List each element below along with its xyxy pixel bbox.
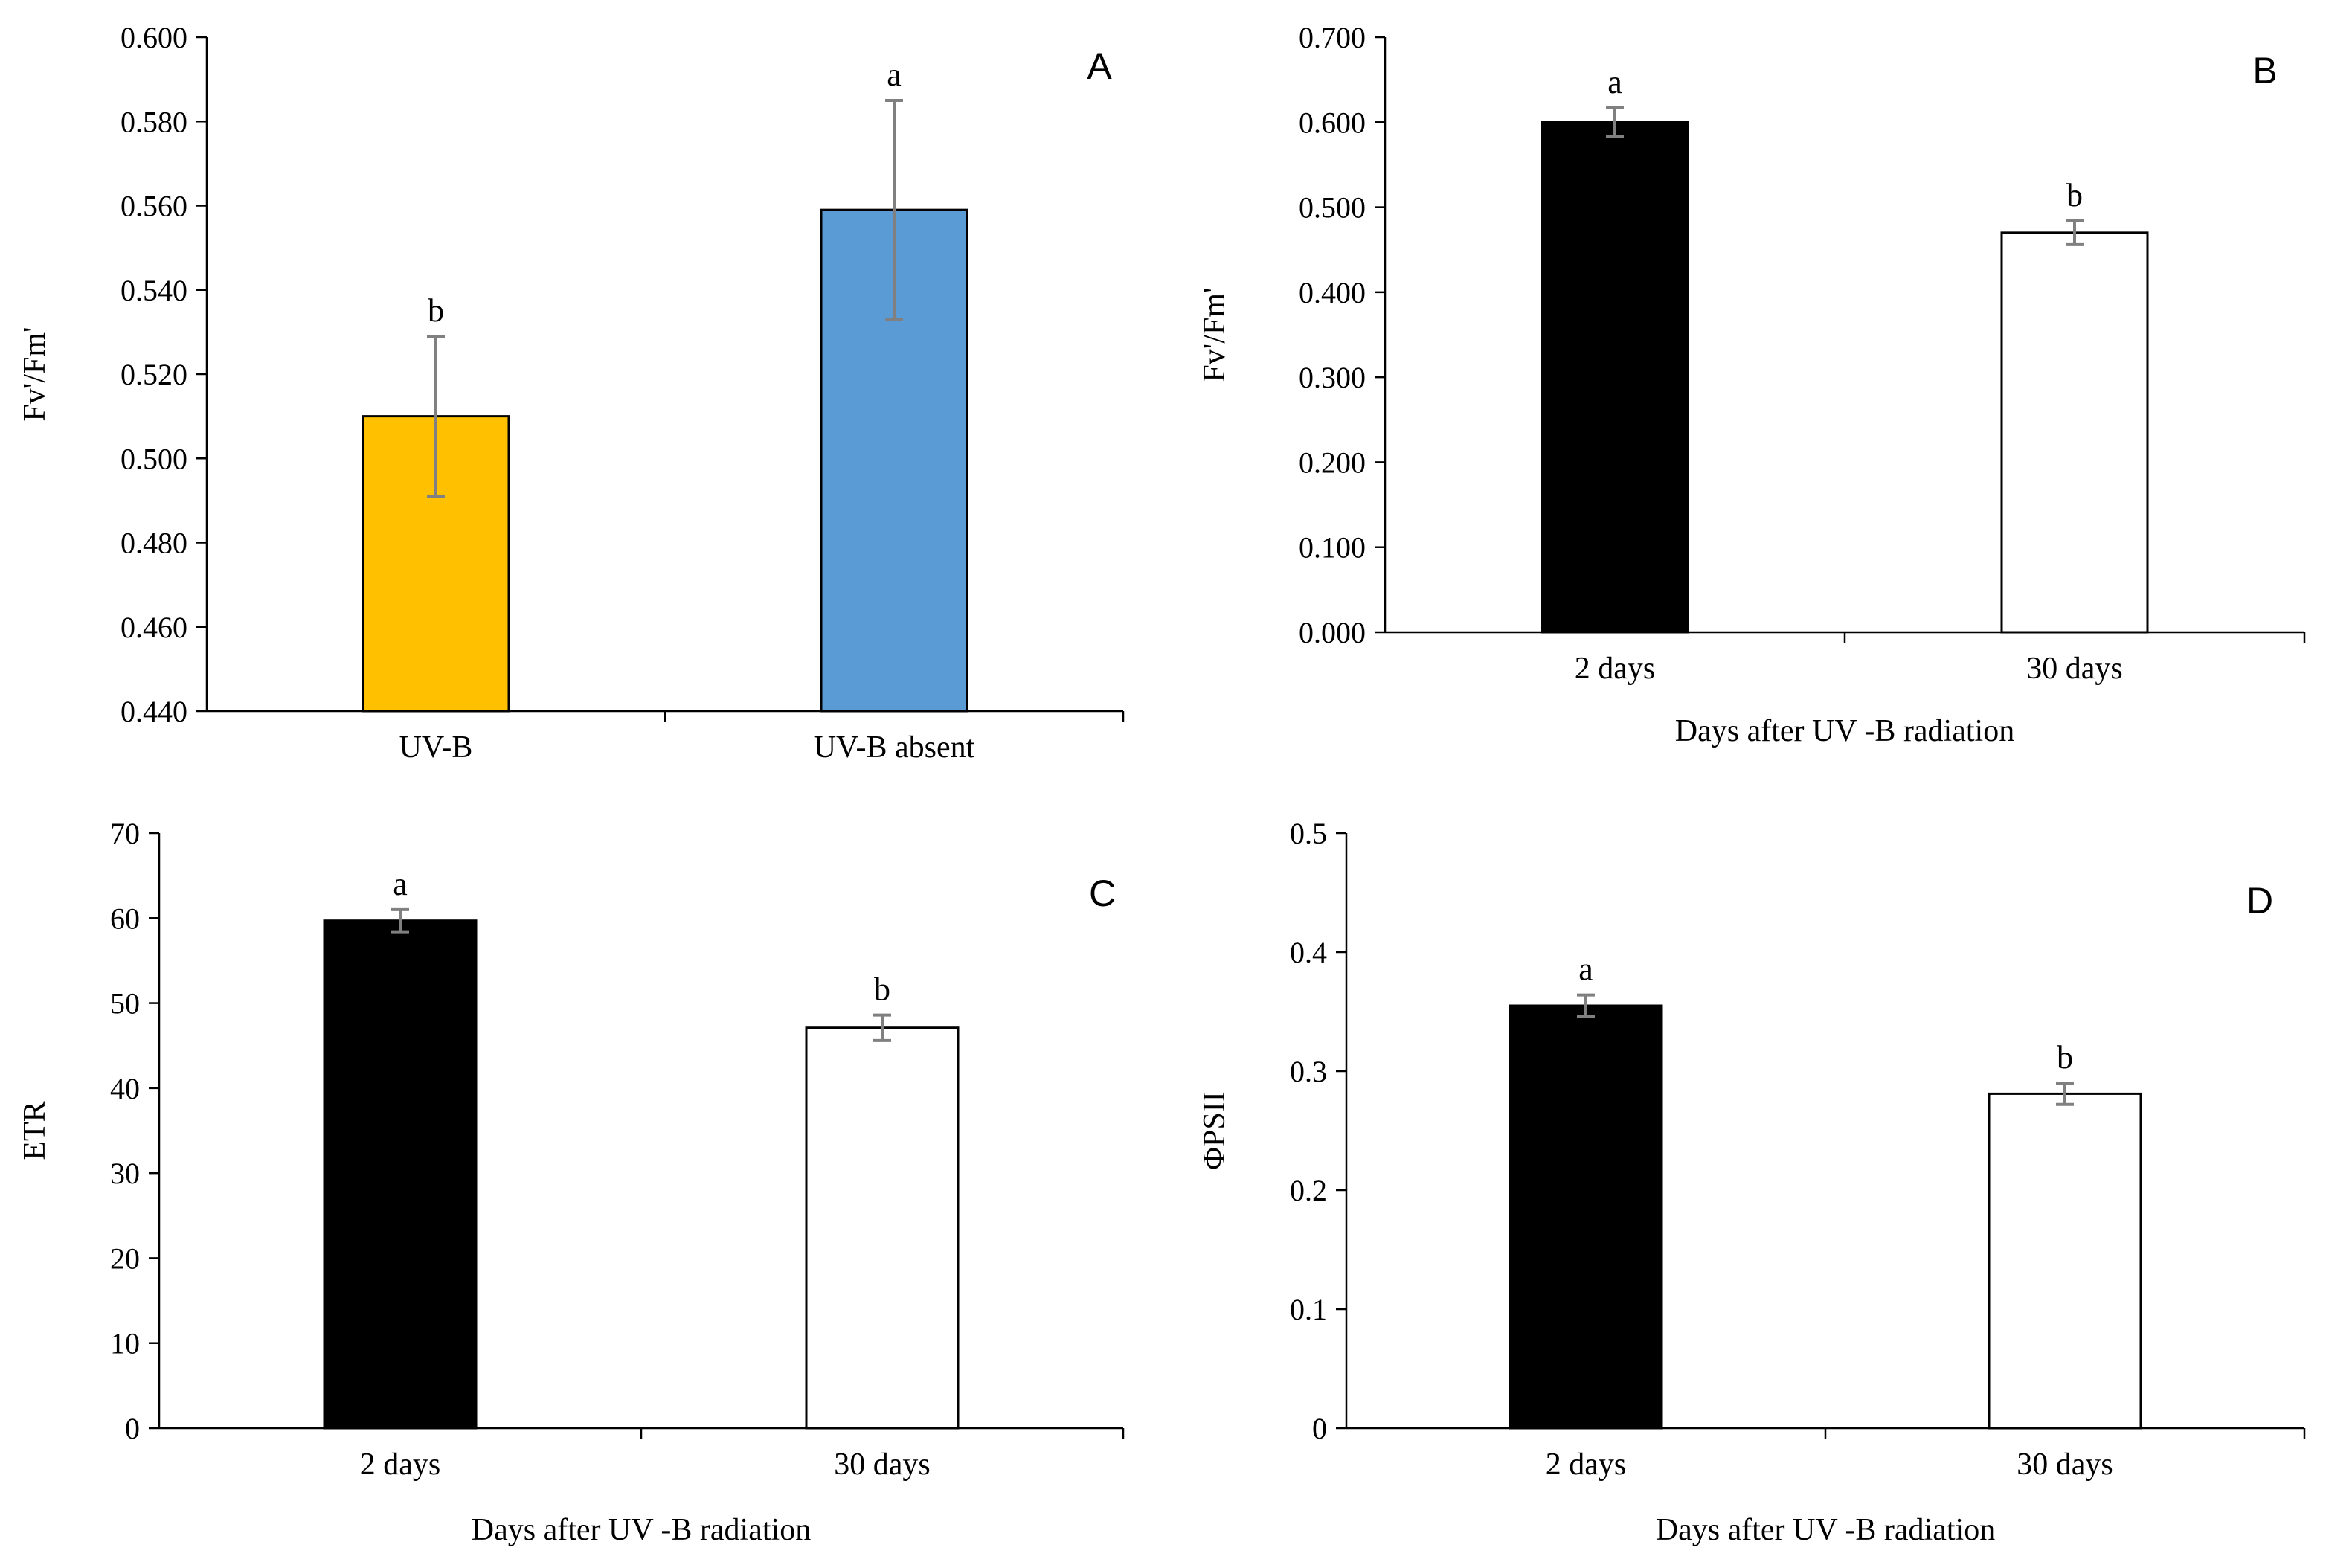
- bar-b-2: [2000, 231, 2149, 634]
- bar-d-1: [1509, 1004, 1663, 1430]
- y-tick-label: 0.300: [1299, 361, 1366, 394]
- x-axis-title: Days after UV -B radiation: [1656, 1513, 1995, 1547]
- chart-panel-a: 0.440 0.460 0.480 0.500 0.520 0.540 0.560 0.580…: [18, 21, 1125, 765]
- x-tick-label: 30 days: [834, 1447, 931, 1482]
- y-tick-label: 0.100: [1299, 531, 1366, 565]
- y-tick-label: 0.520: [121, 358, 187, 391]
- x-tick-label: UV-B absent: [814, 730, 975, 765]
- bar-b-1: [1541, 121, 1689, 634]
- y-tick-label: 0.3: [1290, 1055, 1327, 1088]
- chart-panel-c: 0 10 20 30 40 50 60 70 a 2 days b 30 days Days after…: [18, 817, 1125, 1547]
- significance-letter: a: [1607, 64, 1622, 100]
- x-tick-label: UV-B: [399, 730, 473, 765]
- x-axis-title: Days after UV -B radiation: [1675, 714, 2014, 748]
- panel-letter: C: [1089, 873, 1116, 914]
- x-tick-label: 30 days: [2026, 652, 2123, 686]
- significance-letter: a: [1578, 951, 1593, 988]
- y-tick-label: 0.580: [121, 105, 187, 138]
- chart-panel-b: 0.000 0.100 0.200 0.300 0.400 0.500 0.600 0.700…: [1198, 21, 2306, 748]
- bar-d-2: [1988, 1092, 2142, 1430]
- y-tick-label: 50: [110, 987, 140, 1021]
- y-axis-title: ΦPSII: [1198, 1091, 1232, 1169]
- y-tick-label: 0: [125, 1412, 140, 1445]
- y-tick-label: 0.000: [1299, 616, 1366, 649]
- x-tick-label: 2 days: [1546, 1447, 1627, 1482]
- y-tick-label: 0.560: [121, 190, 187, 223]
- chart-panel-d: 0 0.1 0.2 0.3 0.4 0.5 a 2 days b 30 days Days afte…: [1198, 817, 2306, 1547]
- y-tick-label: 0.540: [121, 274, 187, 307]
- y-tick-label: 0.500: [1299, 191, 1366, 225]
- panel-letter: D: [2246, 880, 2273, 922]
- significance-letter: b: [428, 292, 444, 329]
- y-axis-title: ETR: [18, 1101, 52, 1160]
- y-tick-label: 60: [110, 902, 140, 935]
- x-tick-label: 30 days: [2017, 1447, 2113, 1482]
- y-tick-label: 10: [110, 1327, 140, 1360]
- y-axis-title: Fv'/Fm': [1198, 287, 1232, 382]
- y-tick-label: 0.600: [121, 21, 187, 54]
- y-tick-label: 0.460: [121, 611, 187, 644]
- y-tick-label: 30: [110, 1157, 140, 1190]
- y-tick-label: 20: [110, 1241, 140, 1275]
- y-tick-label: 0.500: [121, 442, 187, 475]
- y-tick-label: 0.5: [1290, 817, 1327, 850]
- bar-c-2: [805, 1026, 960, 1430]
- y-axis-title: Fv'/Fm': [18, 327, 52, 421]
- y-tick-label: 40: [110, 1072, 140, 1105]
- x-tick-label: 2 days: [1575, 652, 1656, 686]
- y-tick-label: 0.480: [121, 527, 187, 560]
- significance-letter: b: [2057, 1039, 2073, 1076]
- significance-letter: b: [874, 971, 890, 1008]
- significance-letter: b: [2066, 177, 2083, 213]
- panel-letter: B: [2252, 50, 2277, 91]
- x-axis-title: Days after UV -B radiation: [472, 1513, 811, 1547]
- y-tick-label: 0.700: [1299, 21, 1366, 54]
- y-tick-label: 0.400: [1299, 276, 1366, 309]
- panel-letter: A: [1087, 45, 1112, 87]
- y-tick-label: 0: [1312, 1412, 1327, 1445]
- significance-letter: a: [393, 866, 408, 902]
- significance-letter: a: [887, 57, 902, 93]
- y-tick-label: 0.4: [1290, 936, 1327, 969]
- y-tick-label: 0.600: [1299, 106, 1366, 139]
- y-tick-label: 0.1: [1290, 1293, 1327, 1326]
- y-tick-label: 0.200: [1299, 446, 1366, 479]
- y-tick-label: 70: [110, 817, 140, 850]
- y-tick-label: 0.440: [121, 695, 187, 728]
- bar-c-1: [323, 919, 478, 1430]
- x-tick-label: 2 days: [360, 1447, 441, 1482]
- y-tick-label: 0.2: [1290, 1174, 1327, 1207]
